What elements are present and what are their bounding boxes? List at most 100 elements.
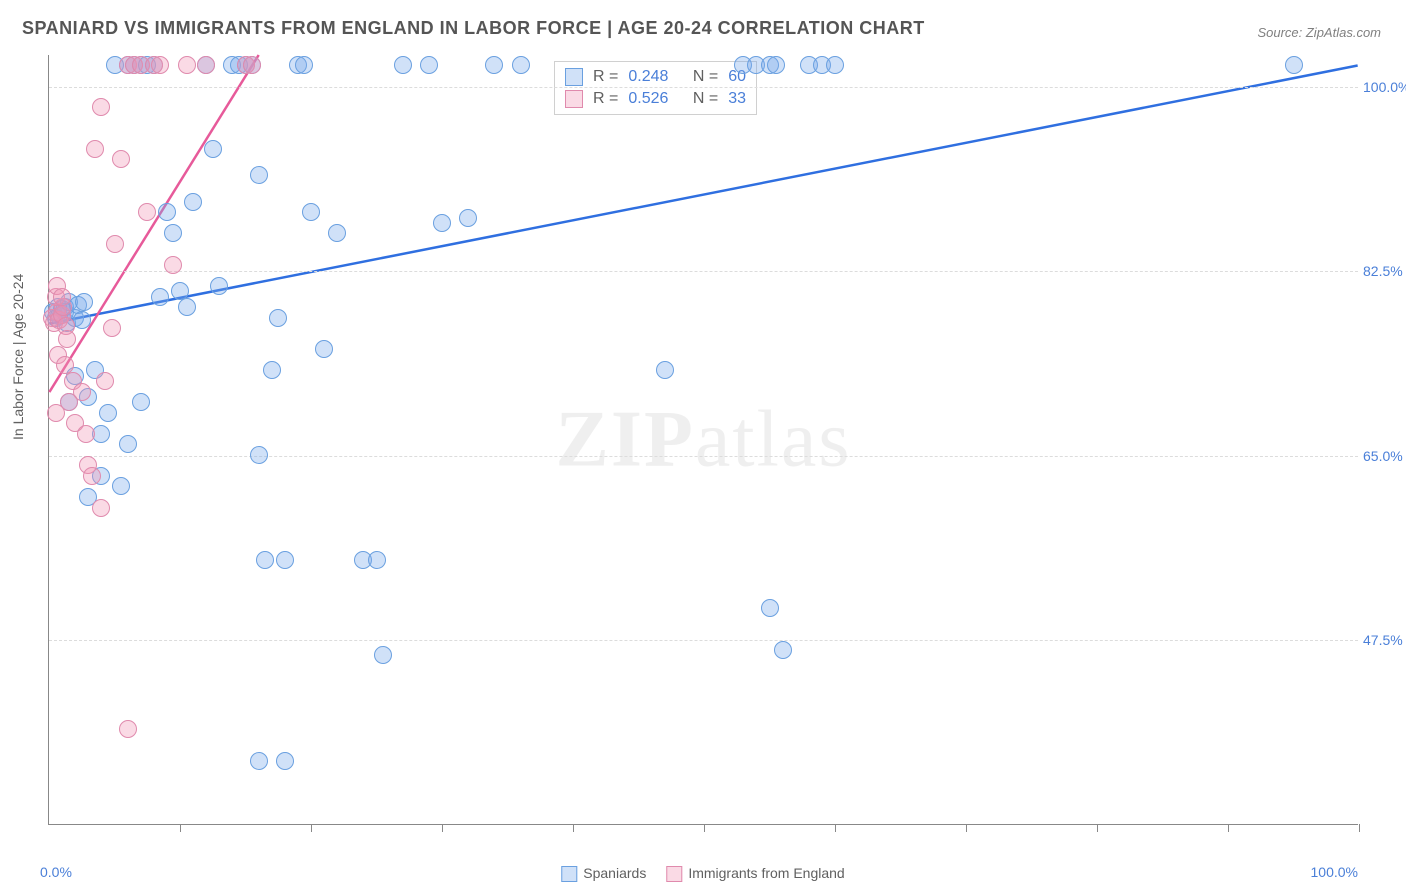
x-axis-max-label: 100.0% <box>1311 864 1358 880</box>
marker-spaniards <box>459 209 477 227</box>
stats-n-label: N = <box>693 68 718 86</box>
stats-n-value-2: 33 <box>728 90 746 108</box>
marker-spaniards <box>250 752 268 770</box>
marker-immigrants <box>77 425 95 443</box>
stats-row-series1: R = 0.248 N = 60 <box>565 66 746 88</box>
marker-spaniards <box>204 140 222 158</box>
marker-spaniards <box>164 224 182 242</box>
marker-immigrants <box>92 98 110 116</box>
marker-spaniards <box>178 298 196 316</box>
marker-spaniards <box>302 203 320 221</box>
marker-spaniards <box>250 446 268 464</box>
marker-spaniards <box>328 224 346 242</box>
xtick <box>311 824 312 832</box>
legend-bottom: Spaniards Immigrants from England <box>561 865 844 882</box>
marker-spaniards <box>256 551 274 569</box>
stats-swatch-pink <box>565 90 583 108</box>
marker-spaniards <box>433 214 451 232</box>
marker-immigrants <box>92 499 110 517</box>
marker-spaniards <box>210 277 228 295</box>
marker-spaniards <box>263 361 281 379</box>
marker-spaniards <box>151 288 169 306</box>
marker-spaniards <box>132 393 150 411</box>
marker-spaniards <box>250 166 268 184</box>
stats-swatch-blue <box>565 68 583 86</box>
marker-spaniards <box>512 56 530 74</box>
marker-spaniards <box>420 56 438 74</box>
gridline-h <box>49 640 1358 641</box>
marker-spaniards <box>394 56 412 74</box>
marker-spaniards <box>767 56 785 74</box>
xtick <box>966 824 967 832</box>
gridline-h <box>49 456 1358 457</box>
ytick-label: 47.5% <box>1363 632 1406 648</box>
marker-immigrants <box>103 319 121 337</box>
xtick <box>704 824 705 832</box>
marker-spaniards <box>119 435 137 453</box>
legend-item-2: Immigrants from England <box>666 865 844 882</box>
xtick <box>1097 824 1098 832</box>
legend-swatch-blue <box>561 866 577 882</box>
gridline-h <box>49 87 1358 88</box>
marker-spaniards <box>761 599 779 617</box>
correlation-stats-box: R = 0.248 N = 60 R = 0.526 N = 33 <box>554 61 757 115</box>
marker-immigrants <box>106 235 124 253</box>
stats-r-value-2: 0.526 <box>628 90 668 108</box>
marker-spaniards <box>656 361 674 379</box>
legend-item-1: Spaniards <box>561 865 646 882</box>
marker-spaniards <box>75 293 93 311</box>
marker-spaniards <box>374 646 392 664</box>
xtick <box>442 824 443 832</box>
stats-n-label: N = <box>693 90 718 108</box>
marker-immigrants <box>86 140 104 158</box>
marker-immigrants <box>243 56 261 74</box>
legend-label-2: Immigrants from England <box>688 865 844 881</box>
marker-spaniards <box>99 404 117 422</box>
xtick <box>180 824 181 832</box>
marker-spaniards <box>295 56 313 74</box>
marker-spaniards <box>112 477 130 495</box>
marker-immigrants <box>164 256 182 274</box>
marker-spaniards <box>92 425 110 443</box>
stats-row-series2: R = 0.526 N = 33 <box>565 88 746 110</box>
marker-spaniards <box>485 56 503 74</box>
marker-immigrants <box>119 720 137 738</box>
marker-spaniards <box>276 752 294 770</box>
x-axis-min-label: 0.0% <box>40 864 72 880</box>
ytick-label: 82.5% <box>1363 263 1406 279</box>
watermark-rest: atlas <box>695 395 852 483</box>
ytick-label: 65.0% <box>1363 448 1406 464</box>
xtick <box>835 824 836 832</box>
marker-immigrants <box>83 467 101 485</box>
marker-spaniards <box>1285 56 1303 74</box>
marker-spaniards <box>368 551 386 569</box>
marker-spaniards <box>826 56 844 74</box>
watermark-bold: ZIP <box>556 395 695 483</box>
stats-r-value-1: 0.248 <box>628 68 668 86</box>
marker-immigrants <box>178 56 196 74</box>
marker-immigrants <box>96 372 114 390</box>
legend-label-1: Spaniards <box>583 865 646 881</box>
marker-immigrants <box>112 150 130 168</box>
marker-spaniards <box>184 193 202 211</box>
marker-spaniards <box>774 641 792 659</box>
xtick <box>1359 824 1360 832</box>
marker-immigrants <box>138 203 156 221</box>
stats-r-label: R = <box>593 90 618 108</box>
source-attribution: Source: ZipAtlas.com <box>1257 25 1381 40</box>
marker-immigrants <box>151 56 169 74</box>
trend-lines-layer <box>49 55 1358 824</box>
marker-spaniards <box>276 551 294 569</box>
chart-title: SPANIARD VS IMMIGRANTS FROM ENGLAND IN L… <box>22 18 925 39</box>
gridline-h <box>49 271 1358 272</box>
y-axis-label: In Labor Force | Age 20-24 <box>10 274 26 440</box>
marker-immigrants <box>73 383 91 401</box>
marker-spaniards <box>269 309 287 327</box>
legend-swatch-pink <box>666 866 682 882</box>
xtick <box>1228 824 1229 832</box>
marker-spaniards <box>315 340 333 358</box>
watermark: ZIPatlas <box>556 394 852 485</box>
plot-area: ZIPatlas R = 0.248 N = 60 R = 0.526 N = … <box>48 55 1358 825</box>
marker-immigrants <box>53 288 71 306</box>
ytick-label: 100.0% <box>1363 79 1406 95</box>
